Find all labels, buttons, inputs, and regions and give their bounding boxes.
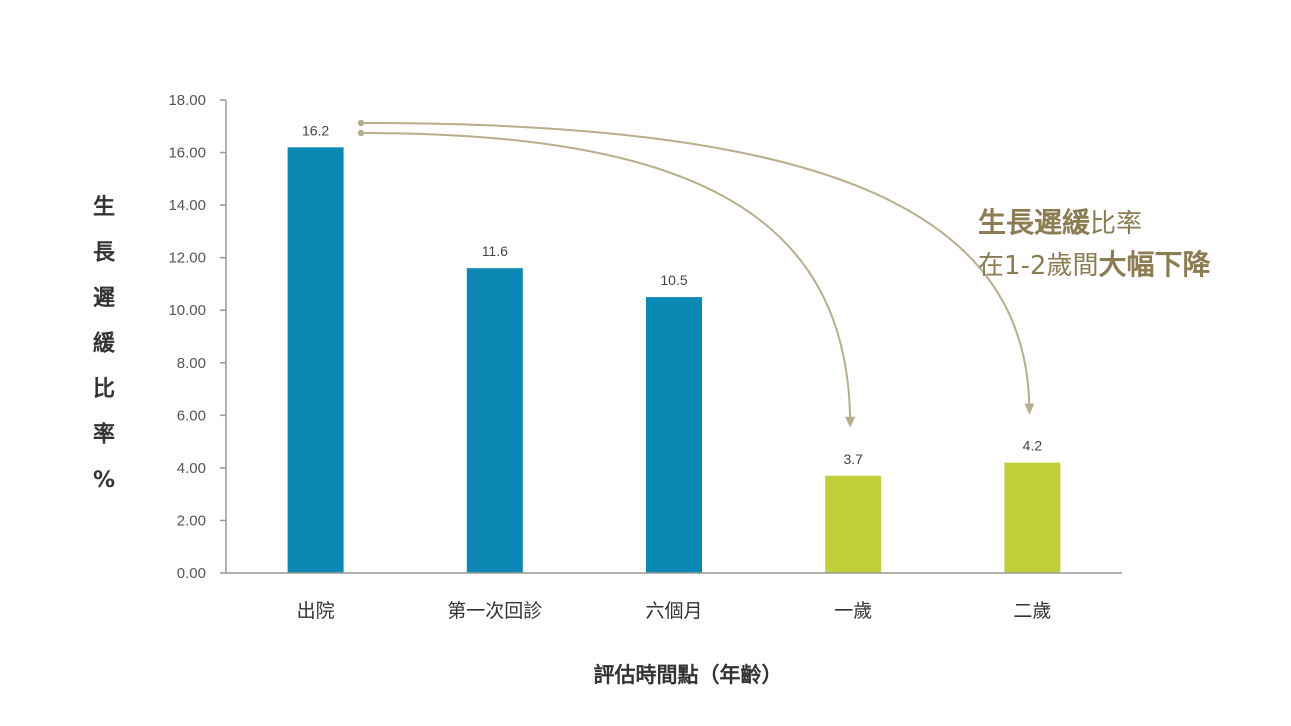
data-label: 16.2 [302, 122, 329, 138]
x-tick-label: 二歲 [1013, 600, 1051, 622]
annotation-line-1-normal: 比率 [1090, 209, 1142, 239]
data-label: 3.7 [843, 451, 863, 467]
annotation-line-1: 生長遲緩比率 [978, 206, 1142, 239]
bar [466, 268, 523, 573]
y-axis-title-char: 長 [93, 241, 116, 266]
y-axis-title-char: 生 [93, 195, 115, 220]
y-tick-label: 10.00 [168, 302, 206, 319]
x-tick-label: 六個月 [645, 600, 702, 622]
y-axis-title-char: 遲 [93, 286, 115, 311]
bar [1004, 462, 1061, 573]
bar [825, 475, 882, 573]
y-tick-label: 18.00 [168, 92, 206, 109]
annotation-arrow-line [360, 132, 852, 426]
y-tick-label: 0.00 [177, 565, 206, 582]
y-axis-ticks: 0.00 2.00 4.00 6.00 8.00 10.00 12.00 14.00 16.00… [168, 92, 226, 582]
data-label: 4.2 [1023, 438, 1043, 454]
data-labels: 16.2 11.6 10.5 3.7 4.2 [302, 122, 1042, 466]
annotation-line-2-bold: 大幅下降 [1098, 248, 1211, 281]
annotation-line-2: 在1-2歲間大幅下降 [978, 248, 1211, 281]
y-tick-label: 12.00 [168, 250, 206, 267]
annotation-arrow-line [360, 122, 1031, 413]
x-axis-title: 評估時間點（年齡） [594, 663, 783, 687]
y-tick-label: 8.00 [177, 355, 206, 372]
annotation-arrow-head [845, 416, 856, 428]
y-axis-title-char: % [93, 468, 115, 493]
y-tick-label: 6.00 [177, 407, 206, 424]
bars [287, 147, 1061, 574]
bar [646, 297, 702, 573]
bar [287, 147, 344, 574]
x-axis-labels: 出院 第一次回診 六個月 一歲 二歲 [297, 600, 1052, 622]
x-tick-label: 第一次回診 [447, 600, 542, 622]
annotation-arrow-start-dot [357, 129, 365, 137]
annotation-arrows [357, 119, 1035, 428]
y-tick-label: 16.00 [168, 145, 206, 162]
y-axis-title-char: 緩 [93, 331, 116, 357]
y-tick-label: 14.00 [168, 197, 206, 214]
y-tick-label: 4.00 [177, 460, 206, 477]
data-label: 11.6 [482, 243, 508, 259]
annotation-arrow-start-dot [357, 119, 365, 127]
annotation-arrow-head [1024, 403, 1035, 415]
x-tick-label: 出院 [297, 600, 335, 622]
annotation-line-1-bold: 生長遲緩 [978, 206, 1091, 239]
y-axis-title-char: 率 [93, 422, 115, 448]
y-axis-title-char: 比 [93, 377, 115, 402]
data-label: 10.5 [660, 272, 687, 288]
y-tick-label: 2.00 [177, 512, 206, 529]
annotation-line-2-normal: 在1-2歲間 [978, 251, 1098, 281]
y-axis-title: 生長遲緩比率% [93, 195, 116, 493]
x-tick-label: 一歲 [834, 600, 872, 622]
